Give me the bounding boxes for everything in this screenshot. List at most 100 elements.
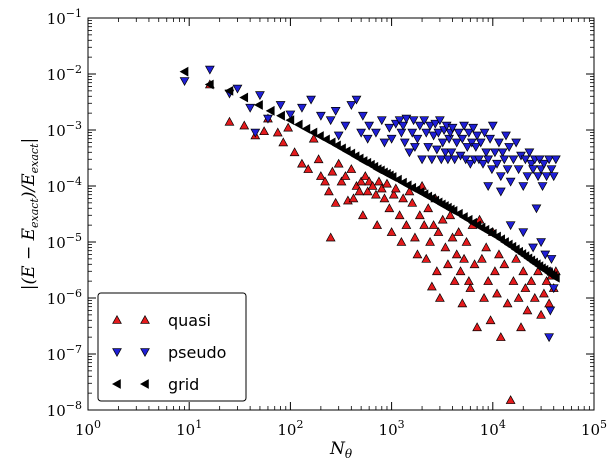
- point-pseudo-126: [548, 284, 559, 294]
- point-pseudo-107: [533, 172, 543, 182]
- point-quasi-76: [463, 276, 474, 285]
- point-quasi-41: [386, 227, 397, 236]
- point-quasi-12: [308, 133, 319, 143]
- point-pseudo-51: [436, 155, 447, 165]
- point-pseudo-123: [540, 250, 551, 260]
- point-quasi-46: [398, 193, 409, 203]
- point-quasi-97: [513, 292, 524, 302]
- point-pseudo-47: [430, 119, 441, 129]
- y-tick-label: 10−5: [47, 231, 82, 252]
- point-quasi-74: [459, 253, 469, 263]
- point-quasi-100: [520, 283, 531, 292]
- legend: quasi pseudo grid: [97, 292, 247, 402]
- point-quasi-24: [346, 164, 357, 173]
- point-pseudo-94: [505, 177, 516, 187]
- point-pseudo-99: [518, 182, 529, 192]
- point-quasi-47: [401, 220, 412, 229]
- point-pseudo-32: [399, 138, 410, 148]
- point-pseudo-38: [412, 134, 423, 144]
- y-tick-label: 10−7: [47, 343, 82, 364]
- point-quasi-73: [457, 298, 468, 308]
- point-pseudo-106: [531, 204, 542, 214]
- point-pseudo-48: [431, 145, 442, 155]
- point-quasi-57: [425, 236, 435, 246]
- point-quasi-21: [336, 176, 347, 186]
- point-quasi-48: [404, 186, 415, 196]
- point-pseudo-1: [204, 65, 215, 75]
- plot-frame: [87, 17, 595, 411]
- point-pseudo-83: [487, 165, 497, 175]
- point-quasi-31: [362, 186, 373, 196]
- point-grid-75: [550, 272, 560, 283]
- y-tick-label: 10−4: [47, 175, 82, 196]
- point-pseudo-6: [255, 91, 265, 101]
- point-pseudo-100: [520, 155, 531, 165]
- point-pseudo-104: [528, 165, 538, 175]
- point-pseudo-12: [315, 111, 326, 121]
- point-pseudo-56: [443, 155, 453, 165]
- point-quasi-104: [533, 266, 543, 276]
- point-quasi-38: [379, 193, 390, 203]
- point-pseudo-108: [534, 155, 545, 165]
- y-tick-label: 10−3: [47, 119, 82, 140]
- point-grid-1: [204, 79, 214, 90]
- y-tick-label: 10−6: [47, 287, 82, 308]
- point-pseudo-9: [285, 110, 296, 120]
- point-pseudo-89: [497, 148, 508, 158]
- point-pseudo-92: [502, 165, 513, 175]
- point-pseudo-128: [544, 333, 554, 343]
- point-pseudo-88: [495, 172, 506, 182]
- point-pseudo-101: [522, 172, 533, 182]
- point-pseudo-78: [478, 159, 488, 169]
- point-quasi-37: [376, 183, 387, 193]
- point-pseudo-122: [536, 238, 546, 248]
- point-quasi-58: [426, 281, 437, 291]
- x-tick-label: 103: [379, 418, 405, 439]
- point-quasi-95: [508, 276, 519, 285]
- point-pseudo-103: [526, 159, 537, 169]
- point-grid-46: [453, 208, 463, 219]
- point-pseudo-79: [479, 128, 490, 138]
- point-pseudo-76: [474, 155, 484, 165]
- point-pseudo-63: [453, 128, 464, 138]
- point-grid-10: [308, 127, 318, 138]
- point-quasi-63: [434, 292, 445, 302]
- point-quasi-51: [412, 249, 423, 259]
- point-pseudo-17: [346, 101, 357, 110]
- point-quasi-107: [541, 276, 552, 285]
- point-pseudo-113: [544, 155, 554, 165]
- point-quasi-25: [348, 193, 359, 203]
- point-pseudo-10: [297, 103, 307, 113]
- point-quasi-22: [340, 171, 351, 180]
- point-pseudo-121: [528, 243, 538, 253]
- point-quasi-30: [360, 171, 371, 180]
- point-pseudo-85: [490, 148, 500, 158]
- point-quasi-77: [465, 283, 476, 292]
- point-quasi-92: [499, 259, 510, 269]
- point-quasi-101: [522, 305, 533, 315]
- point-quasi-62: [433, 227, 444, 236]
- point-quasi-70: [451, 249, 462, 259]
- point-pseudo-97: [513, 165, 524, 175]
- point-quasi-35: [372, 220, 383, 229]
- point-grid-3: [239, 92, 249, 103]
- point-quasi-52: [414, 210, 425, 220]
- point-pseudo-30: [396, 128, 407, 138]
- point-grid-0: [179, 66, 189, 77]
- point-pseudo-60: [447, 123, 458, 133]
- point-grid-12: [321, 134, 330, 145]
- point-grid-45: [448, 205, 458, 216]
- point-pseudo-19: [356, 128, 367, 138]
- point-quasi-39: [382, 178, 392, 188]
- point-quasi-71: [453, 227, 464, 236]
- legend-marker-grid: [139, 379, 149, 389]
- point-quasi-79: [469, 259, 480, 269]
- point-pseudo-14: [330, 107, 341, 116]
- point-quasi-32: [364, 176, 375, 186]
- point-pseudo-33: [401, 114, 412, 124]
- point-quasi-10: [297, 158, 307, 168]
- point-quasi-64: [437, 214, 448, 224]
- point-quasi-6: [272, 127, 283, 137]
- point-quasi-17: [325, 232, 336, 242]
- point-pseudo-114: [546, 165, 557, 175]
